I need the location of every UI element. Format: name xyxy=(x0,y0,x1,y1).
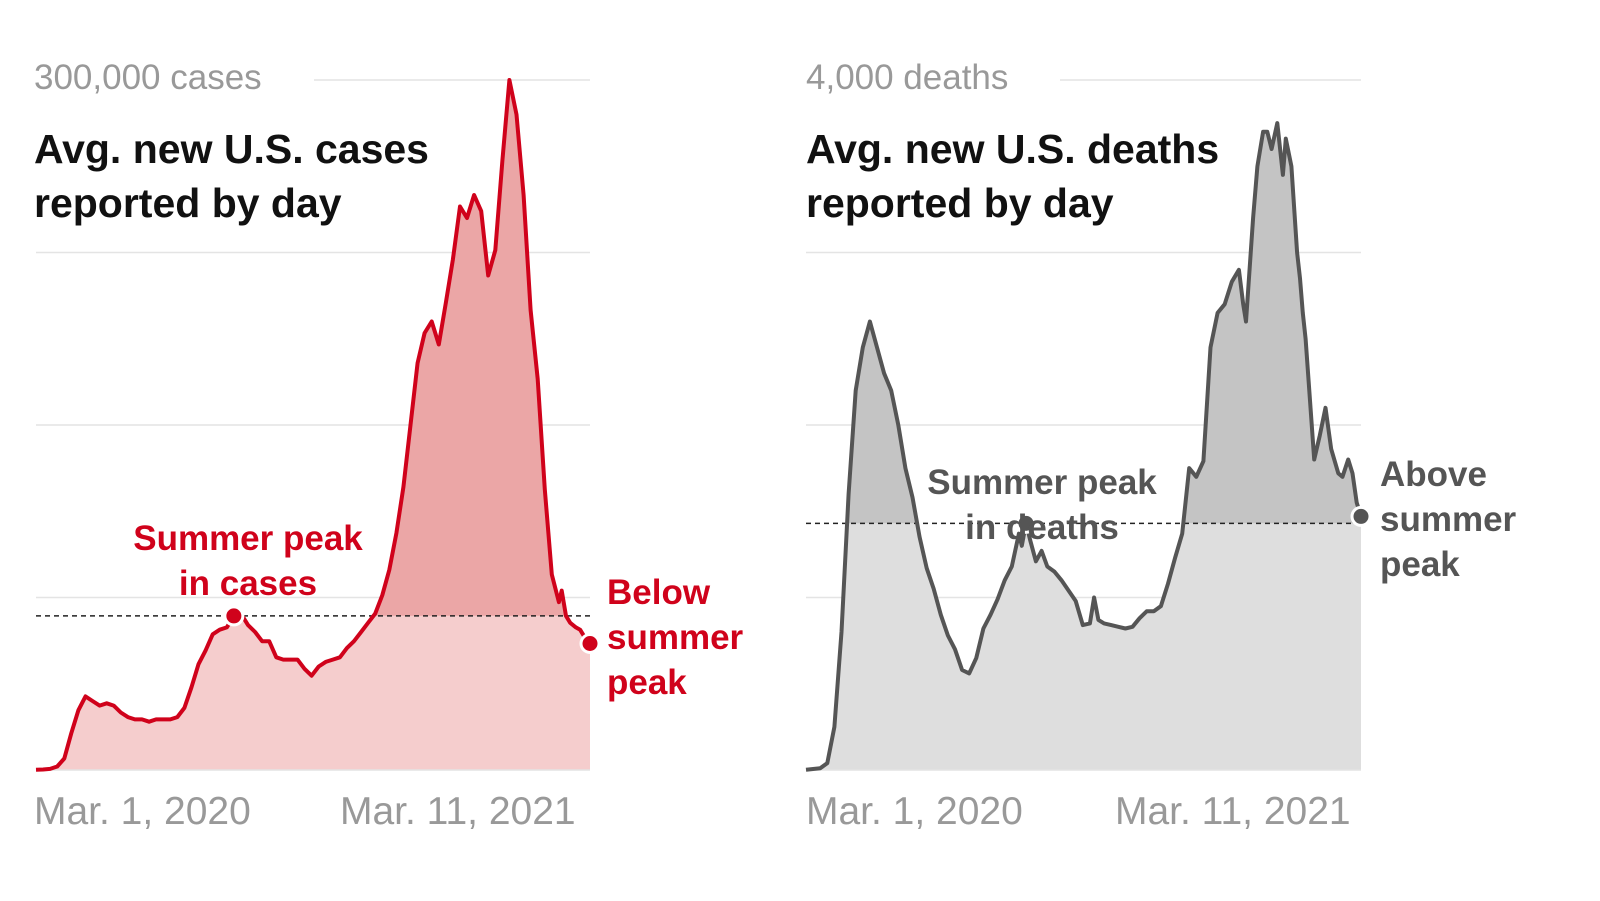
summer-peak-marker xyxy=(223,605,245,627)
end-annotation-line-1: Below xyxy=(607,573,711,612)
area-above-reference xyxy=(233,80,567,616)
end-annotation: Above summer peak xyxy=(1380,452,1516,587)
end-annotation-line-1: Above xyxy=(1380,455,1487,494)
area-below-reference xyxy=(806,523,1361,770)
summer-peak-marker xyxy=(1015,512,1037,534)
summer-peak-line-2: in cases xyxy=(178,564,318,603)
chart-title: Avg. new U.S. cases reported by day xyxy=(34,122,429,230)
series-line xyxy=(35,78,592,772)
end-annotation-line-2: summer xyxy=(607,618,744,657)
area-above-reference xyxy=(847,123,1361,524)
x-tick-end: Mar. 11, 2021 xyxy=(1115,790,1351,833)
summer-peak-annotation: Summer peak in cases xyxy=(118,516,378,606)
end-annotation-line-3: peak xyxy=(1380,545,1460,584)
end-annotation: Below summer peak xyxy=(607,570,743,705)
deaths-chart xyxy=(805,79,1372,772)
latest-value-marker xyxy=(579,633,601,654)
end-annotation-line-2: summer xyxy=(1380,500,1517,539)
area-below-reference xyxy=(36,615,590,770)
cases-panel: 300,000 cases Avg. new U.S. cases report… xyxy=(0,0,780,901)
title-line-1: Avg. new U.S. deaths xyxy=(806,126,1220,172)
series-line xyxy=(805,121,1363,772)
title-line-1: Avg. new U.S. cases xyxy=(34,126,429,172)
y-top-label: 4,000 deaths xyxy=(806,58,1009,97)
x-tick-end: Mar. 11, 2021 xyxy=(340,790,576,833)
deaths-panel: 4,000 deaths Avg. new U.S. deaths report… xyxy=(790,0,1570,901)
title-line-2: reported by day xyxy=(806,180,1114,226)
cases-chart xyxy=(35,78,601,772)
x-tick-start: Mar. 1, 2020 xyxy=(34,790,251,833)
chart-title: Avg. new U.S. deaths reported by day xyxy=(806,122,1219,230)
latest-value-marker xyxy=(1350,505,1372,527)
summer-peak-line-1: Summer peak xyxy=(133,519,363,558)
summer-peak-line-1: Summer peak xyxy=(927,463,1157,502)
summer-peak-line-2: in deaths xyxy=(965,508,1119,547)
title-line-2: reported by day xyxy=(34,180,342,226)
summer-peak-annotation: Summer peak in deaths xyxy=(912,460,1172,550)
y-top-label: 300,000 cases xyxy=(34,58,262,97)
x-tick-start: Mar. 1, 2020 xyxy=(806,790,1023,833)
end-annotation-line-3: peak xyxy=(607,663,687,702)
